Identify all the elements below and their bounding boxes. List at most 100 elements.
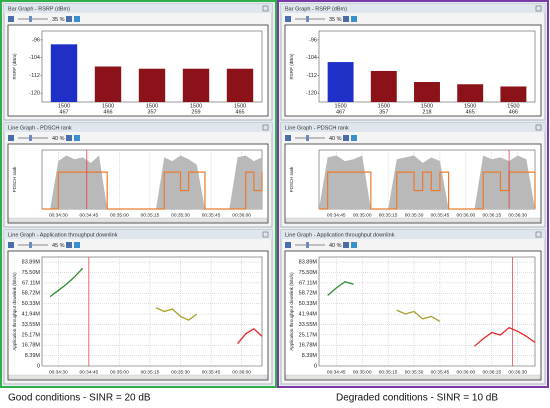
- x-tick-label: 00:36:00: [232, 369, 251, 375]
- bar: [94, 66, 122, 102]
- x-tick-label: 00:35:30: [405, 369, 424, 375]
- toolbar-icon[interactable]: [74, 16, 80, 22]
- toolbar-icon[interactable]: [351, 135, 357, 141]
- scrollbar: [8, 374, 268, 380]
- zoom-thumb[interactable]: [29, 242, 32, 248]
- window-title: Line Graph - PDSCH rank: [8, 125, 72, 131]
- x-tick-label: 1500: [102, 103, 114, 109]
- x-tick-label: 218: [422, 109, 431, 115]
- x-tick-label: 00:34:45: [80, 212, 99, 218]
- x-tick-label: 00:35:15: [379, 369, 398, 375]
- y-tick-label: 50.33M: [299, 301, 318, 307]
- y-tick-label: 58.72M: [299, 291, 318, 297]
- toolbar-icon[interactable]: [351, 242, 357, 248]
- x-tick-label: 357: [379, 109, 388, 115]
- y-axis-label: PDSCH rank: [289, 166, 294, 193]
- x-tick-label: 00:35:00: [353, 212, 372, 218]
- close-button[interactable]: [535, 5, 542, 12]
- bar: [138, 68, 166, 102]
- x-tick-label: 00:34:30: [49, 369, 68, 375]
- toolbar-icon[interactable]: [66, 16, 72, 22]
- toolbar-icon[interactable]: [285, 135, 291, 141]
- close-button[interactable]: [262, 231, 269, 238]
- toolbar-icon[interactable]: [8, 135, 14, 141]
- line: [319, 171, 536, 210]
- scrollbar: [285, 374, 541, 380]
- close-button[interactable]: [535, 231, 542, 238]
- plot-frame: [7, 143, 269, 224]
- x-tick-label: 00:35:30: [405, 212, 424, 218]
- y-tick-label: 83.89M: [22, 260, 41, 266]
- y-tick-label: 0: [37, 363, 40, 369]
- toolbar-icon[interactable]: [8, 16, 14, 22]
- x-tick-label: 00:34:45: [327, 212, 346, 218]
- caption: Degraded conditions - SINR = 10 dB: [336, 393, 498, 404]
- y-tick-label: 67.11M: [22, 280, 40, 286]
- x-tick-label: 1500: [378, 103, 390, 109]
- x-tick-label: 00:35:45: [202, 212, 221, 218]
- x-tick-label: 467: [336, 109, 345, 115]
- bar: [370, 70, 397, 102]
- bar: [182, 68, 210, 102]
- title-bar: [4, 4, 272, 13]
- bar: [500, 86, 527, 102]
- title-bar: [4, 230, 272, 239]
- y-tick-label: 8.39M: [302, 353, 318, 359]
- toolbar-icon[interactable]: [8, 242, 14, 248]
- y-tick-label: 50.33M: [22, 301, 41, 307]
- y-tick-label: 58.72M: [22, 291, 41, 297]
- toolbar-icon[interactable]: [66, 242, 72, 248]
- x-tick-label: 466: [103, 109, 112, 115]
- plot-frame: [284, 24, 542, 117]
- title-bar: [281, 230, 545, 239]
- toolbar-icon[interactable]: [343, 16, 349, 22]
- x-tick-label: 00:36:00: [457, 212, 476, 218]
- x-tick-label: 00:35:00: [110, 369, 129, 375]
- close-button[interactable]: [535, 124, 542, 131]
- y-tick-label: 33.55M: [22, 322, 41, 328]
- y-tick-label: -120: [306, 91, 317, 97]
- x-tick-label: 00:35:15: [379, 212, 398, 218]
- y-tick-label: 83.89M: [299, 260, 318, 266]
- y-tick-label: 16.78M: [22, 343, 41, 349]
- toolbar-icon[interactable]: [74, 242, 80, 248]
- zoom-label: 40 %: [329, 243, 342, 249]
- zoom-thumb[interactable]: [306, 242, 309, 248]
- toolbar-icon[interactable]: [351, 16, 357, 22]
- close-button[interactable]: [262, 124, 269, 131]
- bar: [50, 44, 78, 102]
- x-tick-label: 00:35:30: [171, 369, 190, 375]
- zoom-thumb[interactable]: [306, 135, 309, 141]
- x-tick-label: 1500: [507, 103, 519, 109]
- x-tick-label: 00:35:00: [353, 369, 372, 375]
- x-tick-label: 1500: [421, 103, 433, 109]
- y-tick-label: 41.94M: [22, 312, 41, 318]
- y-axis-label: Application throughput downlink (bits/s): [289, 272, 294, 351]
- x-tick-label: 00:36:15: [482, 369, 501, 375]
- bar: [226, 68, 254, 102]
- window-title: Line Graph - PDSCH rank: [285, 125, 349, 131]
- close-button[interactable]: [262, 5, 269, 12]
- toolbar-icon[interactable]: [343, 242, 349, 248]
- y-tick-label: -112: [29, 73, 40, 79]
- toolbar-icon[interactable]: [285, 16, 291, 22]
- zoom-thumb[interactable]: [29, 135, 32, 141]
- toolbar-icon[interactable]: [66, 135, 72, 141]
- x-tick-label: 1500: [334, 103, 346, 109]
- line: [327, 281, 354, 296]
- y-tick-label: 33.55M: [299, 322, 318, 328]
- x-tick-label: 00:35:15: [141, 212, 160, 218]
- y-axis-label: Application throughput downlink (bits/s): [12, 272, 17, 351]
- zoom-thumb[interactable]: [306, 16, 309, 22]
- title-bar: [281, 4, 545, 13]
- zoom-thumb[interactable]: [29, 16, 32, 22]
- x-tick-label: 1500: [146, 103, 158, 109]
- y-tick-label: 41.94M: [299, 312, 318, 318]
- toolbar-icon[interactable]: [74, 135, 80, 141]
- toolbar-icon[interactable]: [285, 242, 291, 248]
- x-tick-label: 1500: [234, 103, 246, 109]
- x-tick-label: 1500: [190, 103, 202, 109]
- y-tick-label: -120: [29, 91, 40, 97]
- toolbar-icon[interactable]: [343, 135, 349, 141]
